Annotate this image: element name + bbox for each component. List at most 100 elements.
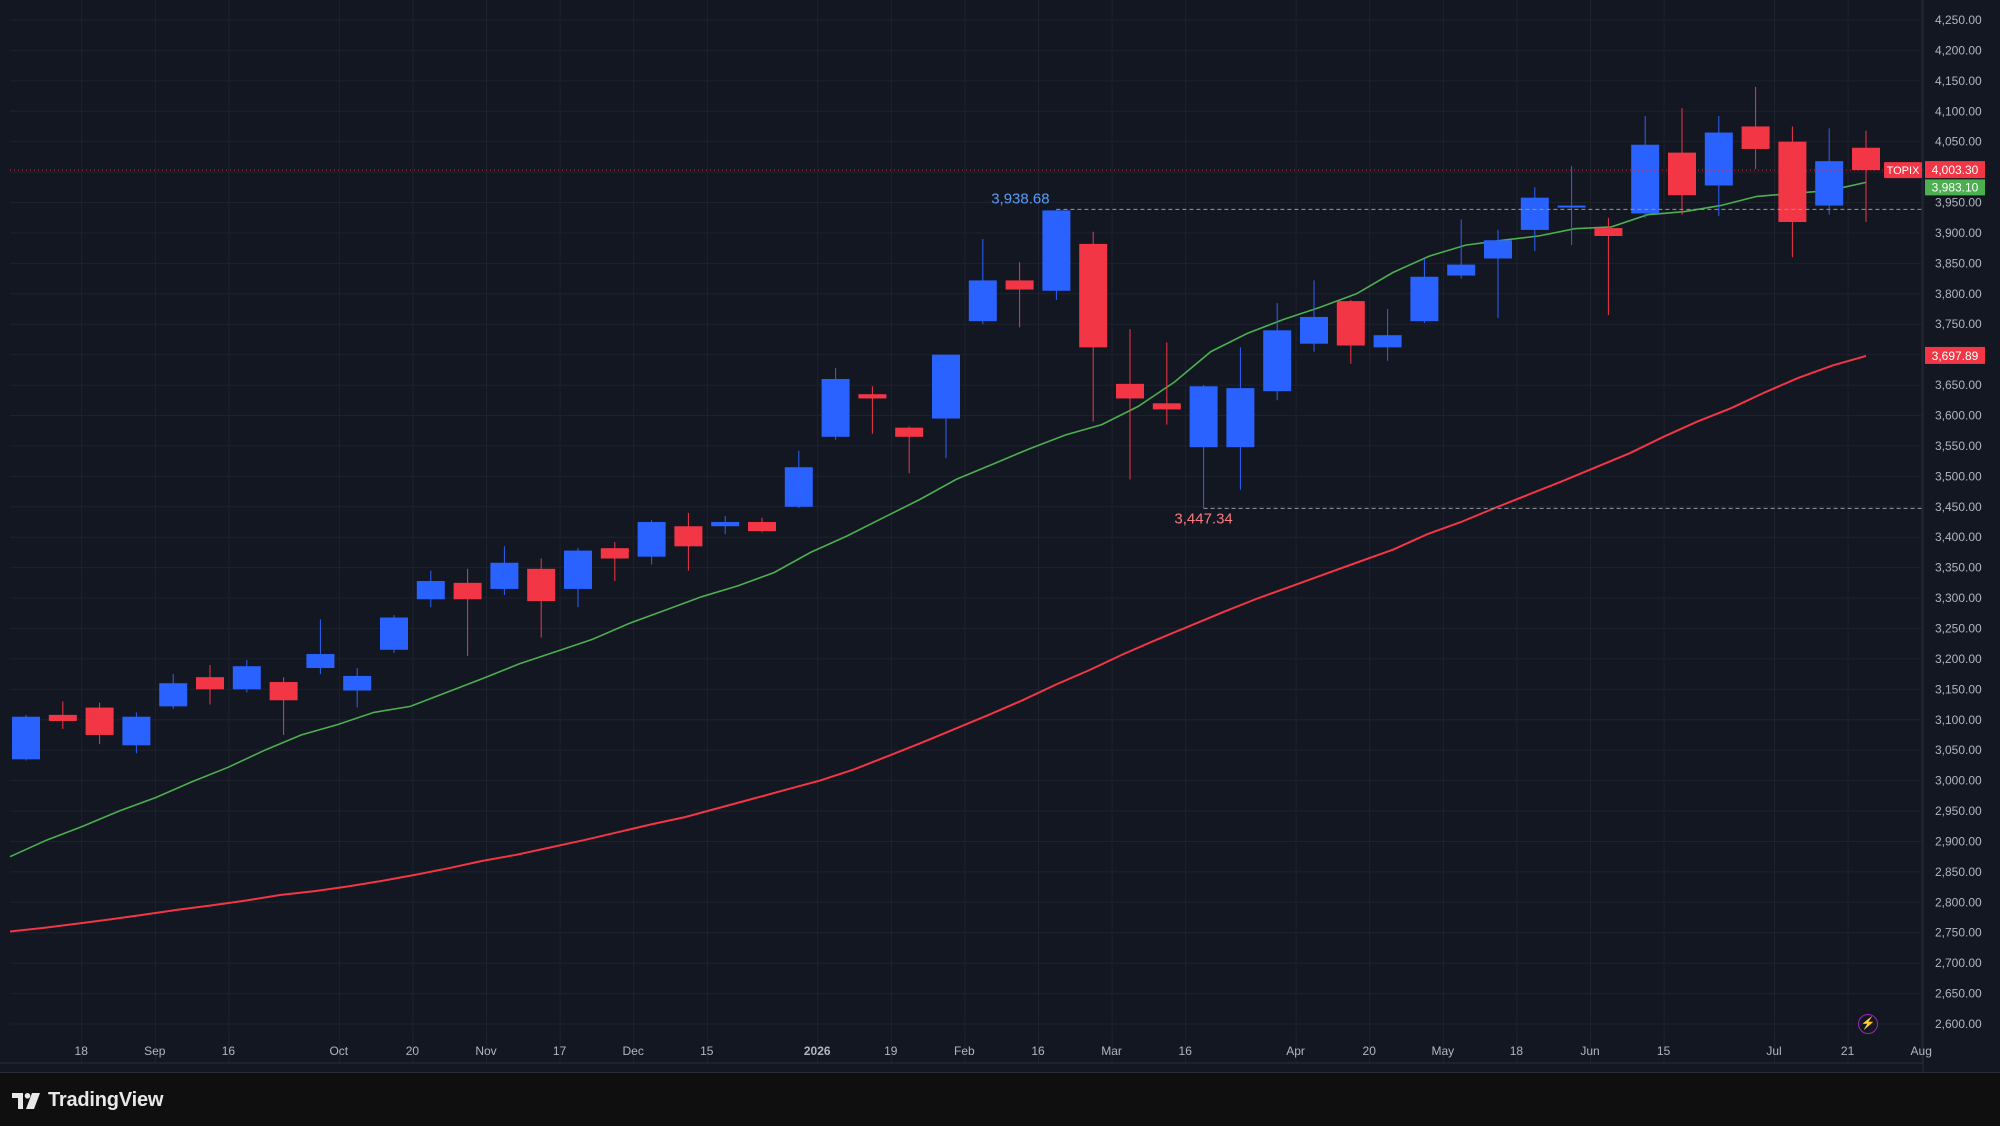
price-scale[interactable] <box>1923 0 2000 1072</box>
y-tick-label: 3,900.00 <box>1935 226 1982 240</box>
price-badges: TOPIX 4,003.30 3,983.10 3,697.89 <box>1884 161 1985 364</box>
candle <box>1042 209 1071 300</box>
candle <box>858 386 887 434</box>
y-tick-label: 2,700.00 <box>1935 956 1982 970</box>
footer-bar: TradingView <box>0 1072 2000 1126</box>
candle-body <box>784 467 813 507</box>
candle-body <box>48 714 77 721</box>
x-tick-label: 16 <box>1031 1044 1045 1058</box>
candle <box>122 712 151 754</box>
candle <box>1005 262 1034 328</box>
lightning-icon[interactable]: ⚡ <box>1858 1014 1878 1034</box>
y-tick-label: 2,900.00 <box>1935 834 1982 848</box>
ema-long-badge <box>1925 346 1985 364</box>
moving-averages <box>9 181 1867 933</box>
y-tick-label: 4,150.00 <box>1935 74 1982 88</box>
y-tick-label: 3,500.00 <box>1935 469 1982 483</box>
candle <box>1373 309 1402 361</box>
candle <box>269 677 298 735</box>
candle <box>48 701 77 729</box>
candle <box>1226 347 1255 490</box>
candles <box>12 86 1880 761</box>
candle-body <box>600 548 629 559</box>
x-tick-label: Apr <box>1286 1044 1305 1058</box>
annotations: 3,938.68 3,447.34 <box>10 169 1923 527</box>
candle <box>343 668 372 708</box>
x-tick-label: 18 <box>75 1044 89 1058</box>
candle-body <box>564 550 592 589</box>
candle-body <box>453 582 482 600</box>
x-tick-label: Feb <box>954 1044 975 1058</box>
y-tick-label: 3,950.00 <box>1935 196 1982 210</box>
candle <box>306 619 335 675</box>
candle-body <box>232 666 261 690</box>
candle <box>1300 280 1328 352</box>
y-tick-label: 3,450.00 <box>1935 500 1982 514</box>
price-chart[interactable]: 3,938.68 3,447.34 2,600.00 2,650.00 2,700.0… <box>0 0 2000 1072</box>
candle <box>1557 166 1586 246</box>
y-tick-label: 3,250.00 <box>1935 621 1982 635</box>
candle-body <box>858 394 887 399</box>
candle-body <box>1778 141 1807 222</box>
candle-body <box>1668 152 1696 196</box>
candle <box>1079 231 1108 422</box>
candle <box>1852 130 1880 222</box>
candle-body <box>1226 388 1255 448</box>
brand-name: TradingView <box>48 1089 164 1111</box>
candle-body <box>1484 240 1512 259</box>
candle <box>490 546 519 596</box>
candle-body <box>1447 264 1476 276</box>
y-tick-label: 2,750.00 <box>1935 926 1982 940</box>
candle-body <box>1189 386 1218 448</box>
x-tick-label: 16 <box>1179 1044 1193 1058</box>
y-tick-label: 3,600.00 <box>1935 409 1982 423</box>
candle <box>1668 108 1696 215</box>
candle <box>1778 126 1807 258</box>
candle <box>416 570 445 608</box>
candle-body <box>269 682 298 701</box>
x-tick-label: 20 <box>1363 1044 1377 1058</box>
x-tick-label: Dec <box>623 1044 644 1058</box>
candle <box>1116 329 1144 480</box>
y-tick-label: 4,050.00 <box>1935 135 1982 149</box>
y-tick-label: 4,200.00 <box>1935 43 1982 57</box>
candle <box>527 558 556 638</box>
candle-body <box>1300 316 1328 344</box>
candle-body <box>1079 243 1108 348</box>
candle-body <box>1594 228 1623 236</box>
candle-body <box>1815 161 1844 206</box>
candle <box>784 450 813 508</box>
candle <box>637 520 666 565</box>
candle-body <box>1852 147 1880 171</box>
tradingview-logo[interactable]: TradingView <box>12 1089 163 1112</box>
grid <box>10 0 1923 1063</box>
ema-short-line <box>9 181 1867 858</box>
candle <box>674 512 703 571</box>
candle <box>380 615 408 653</box>
y-tick-label: 3,200.00 <box>1935 652 1982 666</box>
candle <box>1447 219 1476 279</box>
y-tick-label: 3,350.00 <box>1935 561 1982 575</box>
candle-body <box>490 562 519 589</box>
x-tick-label: Aug <box>1911 1044 1932 1058</box>
candle-body <box>1005 280 1034 290</box>
candle <box>159 674 188 709</box>
candle-body <box>1152 403 1181 410</box>
candle-body <box>380 617 408 650</box>
candle-body <box>1116 383 1144 399</box>
candle-body <box>1410 276 1439 322</box>
candle-body <box>306 654 335 669</box>
candle <box>1815 128 1844 215</box>
x-tick-label: 15 <box>700 1044 714 1058</box>
candle <box>748 517 776 533</box>
candle-body <box>711 521 740 527</box>
candle-body <box>343 675 372 691</box>
ema-long-text: 3,697.89 <box>1932 349 1979 363</box>
x-tick-label: 19 <box>884 1044 898 1058</box>
x-tick-label: 18 <box>1510 1044 1524 1058</box>
candle <box>1594 217 1623 316</box>
y-tick-label: 3,650.00 <box>1935 378 1982 392</box>
x-tick-label: 15 <box>1657 1044 1671 1058</box>
candle <box>1741 86 1770 170</box>
last-price-badge <box>1925 161 1985 179</box>
